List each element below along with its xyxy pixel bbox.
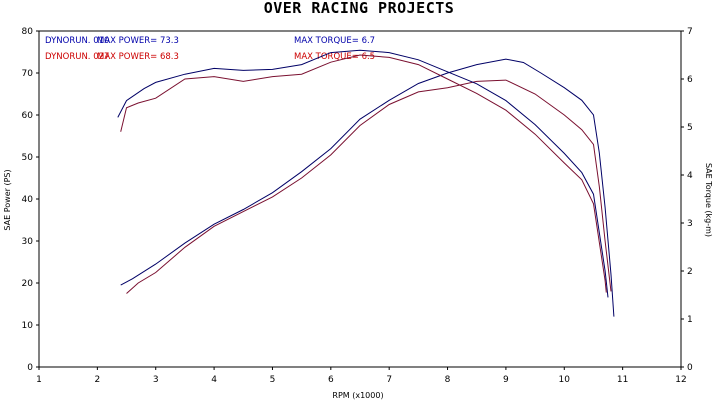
legend-torque-2: MAX TORQUE= 6.5 [294,52,375,62]
y-axis-left-label: SAE Power (PS) [3,169,12,230]
x-tick-label: 8 [445,375,451,385]
x-tick-label: 10 [559,375,571,385]
y-left-tick-label: 50 [22,153,34,163]
legend-torque-1: MAX TORQUE= 6.7 [294,36,375,46]
legend-run-2: DYNORUN. 027 [45,52,109,62]
legend: DYNORUN. 010 MAX POWER= 73.3 MAX TORQUE=… [45,36,375,62]
power-curve-run-1 [120,58,615,317]
torque-curve-run-2 [120,54,607,293]
y-right-tick-label: 4 [687,171,693,181]
y-left-tick-label: 40 [22,195,34,205]
x-tick-label: 4 [211,375,217,385]
x-tick-label: 5 [270,375,276,385]
y-axis-left: 0 10 20 30 40 50 60 70 80 [22,27,39,373]
x-tick-label: 1 [36,375,42,385]
y-right-tick-label: 5 [687,123,693,133]
x-axis-label: RPM (x1000) [332,391,383,400]
y-left-tick-label: 10 [22,321,34,331]
chart-title: OVER RACING PROJECTS [264,0,455,17]
y-right-tick-label: 3 [687,219,693,229]
y-right-tick-label: 7 [687,27,693,37]
x-tick-label: 3 [153,375,159,385]
y-axis-right-label: SAE Torque (kg-m) [704,163,713,237]
y-left-tick-label: 0 [27,363,33,373]
y-left-tick-label: 60 [22,111,34,121]
x-tick-label: 12 [675,375,686,385]
x-axis: 1 2 3 4 5 6 7 8 9 10 11 12 [36,367,687,385]
y-left-tick-label: 80 [22,27,34,37]
y-right-tick-label: 1 [687,315,693,325]
legend-power-2: MAX POWER= 68.3 [97,52,179,62]
legend-run-1: DYNORUN. 010 [45,36,109,46]
plot-frame [38,30,682,368]
y-right-tick-label: 0 [687,363,693,373]
y-axis-right: 0 1 2 3 4 5 6 7 [681,27,693,373]
x-tick-label: 9 [503,375,509,385]
x-tick-label: 11 [617,375,628,385]
x-tick-label: 2 [94,375,100,385]
y-right-tick-label: 6 [687,75,693,85]
power-curve-run-2 [126,79,612,294]
torque-curve-run-1 [117,49,609,298]
y-right-tick-label: 2 [687,267,693,277]
legend-power-1: MAX POWER= 73.3 [97,36,179,46]
y-left-tick-label: 30 [22,237,34,247]
series-layer [117,49,615,317]
y-left-tick-label: 70 [22,69,34,79]
x-tick-label: 7 [386,375,392,385]
y-left-tick-label: 20 [22,279,34,289]
x-tick-label: 6 [328,375,334,385]
